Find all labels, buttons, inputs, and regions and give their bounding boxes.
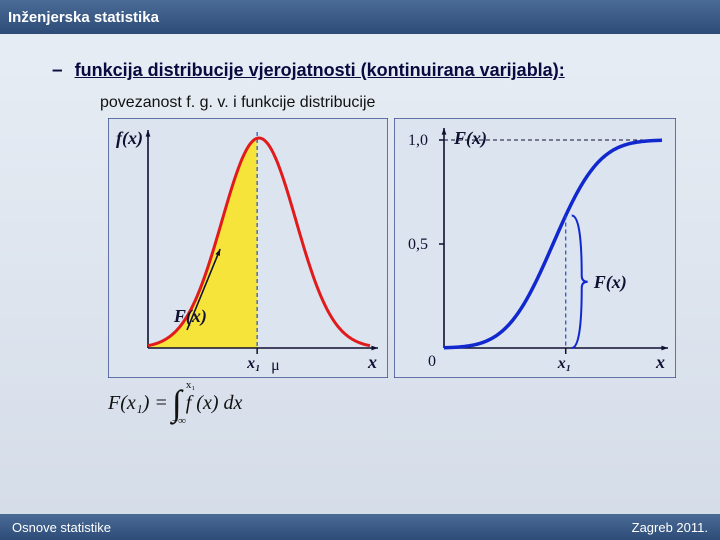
main-heading: funkcija distribucije vjerojatnosti (kon… [75,60,565,81]
svg-text:0: 0 [428,353,436,370]
svg-text:x₁: x₁ [557,355,572,372]
bullet-dash: – [52,60,63,82]
heading-line: – funkcija distribucije vjerojatnosti (k… [42,60,678,82]
formula-lhs: F(x₁) = [108,392,168,415]
svg-text:f(x): f(x) [116,128,143,149]
footer-right: Zagreb 2011. [632,520,708,535]
footer-left: Osnove statistike [12,520,111,535]
header-bar: Inženjerska statistika [0,0,720,34]
integral-lower: −∞ [172,417,186,426]
cdf-panel: 1,0 0,5 F(x) x x₁ 0 F(x) [394,118,676,383]
content-area: – funkcija distribucije vjerojatnosti (k… [0,34,720,418]
integral-upper: x₁ [186,381,195,390]
subheading: povezanost f. g. v. i funkcije distribuc… [100,94,678,112]
svg-text:1,0: 1,0 [408,132,428,149]
pdf-panel: f(x) x x₁ μ F(x) [108,118,388,383]
header-title: Inženjerska statistika [8,9,159,26]
svg-text:x: x [367,352,377,372]
svg-text:x: x [655,352,665,372]
svg-text:F(x): F(x) [593,272,627,293]
figure-row: f(x) x x₁ μ F(x) 1,0 0,5 F(x) x x₁ 0 F(x) [108,118,678,383]
pdf-chart: f(x) x x₁ μ F(x) [108,118,388,378]
formula: F(x₁) = ∫ x₁ −∞ f (x) dx [108,389,678,418]
svg-text:F(x): F(x) [173,306,207,327]
svg-text:μ: μ [271,357,280,374]
integral-sign: ∫ x₁ −∞ [172,389,182,418]
formula-integrand: f (x) dx [186,392,243,415]
svg-text:F(x): F(x) [453,128,487,149]
svg-text:0,5: 0,5 [408,236,428,253]
cdf-chart: 1,0 0,5 F(x) x x₁ 0 F(x) [394,118,676,378]
footer-bar: Osnove statistike Zagreb 2011. [0,514,720,540]
svg-text:x₁: x₁ [246,355,261,372]
